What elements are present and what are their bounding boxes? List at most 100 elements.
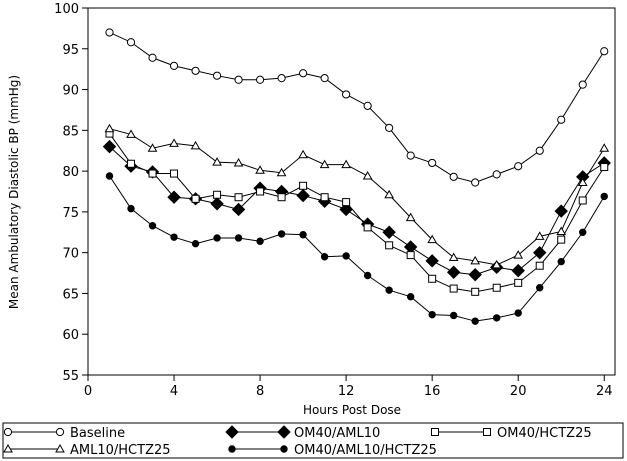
data-point: [491, 259, 502, 269]
data-point: [167, 190, 181, 204]
data-point: [492, 283, 501, 292]
data-point: [492, 314, 501, 322]
x-tick-label: 0: [84, 384, 92, 399]
data-point: [406, 251, 415, 260]
data-point: [557, 257, 565, 266]
data-point: [170, 233, 178, 241]
x-axis-label: Hours Post Dose: [303, 403, 401, 417]
legend-marker: [483, 428, 491, 436]
data-point: [342, 90, 351, 99]
x-tick-label: 20: [510, 384, 527, 399]
data-point: [277, 74, 286, 83]
legend-marker: [55, 443, 65, 453]
data-point: [148, 169, 157, 178]
data-point: [446, 265, 461, 279]
data-point: [105, 172, 114, 180]
data-point: [363, 101, 372, 110]
data-point: [320, 253, 329, 261]
data-point: [212, 157, 222, 166]
data-point: [190, 140, 201, 150]
legend-item-2: OM40/HCTZ25: [431, 426, 592, 441]
data-point: [405, 212, 416, 222]
data-point: [514, 309, 522, 317]
y-tick-label: 60: [62, 328, 79, 343]
series-3: [104, 123, 610, 269]
x-tick-label: 4: [170, 384, 178, 399]
data-point: [277, 230, 286, 238]
data-point: [233, 157, 244, 167]
data-point: [511, 263, 525, 278]
legend-marker: [3, 443, 13, 453]
legend-marker: [3, 427, 13, 437]
data-point: [578, 196, 587, 205]
data-point: [213, 190, 222, 199]
data-point: [449, 284, 458, 293]
x-tick-label: 16: [424, 384, 441, 399]
series-4: [105, 172, 608, 325]
data-point: [449, 311, 458, 320]
y-axis: 55 60 65 70 75 80 85 90 95 100: [54, 2, 88, 384]
data-point: [385, 123, 394, 132]
series-layer: [102, 28, 611, 325]
y-axis-label: Mean Ambulatory Diastolic BP (mmHg): [7, 75, 21, 309]
data-point: [468, 267, 482, 282]
y-tick-label: 70: [62, 247, 79, 262]
data-point: [255, 165, 265, 174]
data-point: [385, 241, 394, 250]
legend-label: OM40/HCTZ25: [497, 426, 592, 441]
series-2: [105, 129, 609, 296]
data-point: [600, 163, 609, 172]
data-point: [127, 159, 136, 168]
data-point: [299, 231, 307, 239]
data-point: [600, 192, 608, 201]
legend-label: OM40/AML10/HCTZ25: [294, 443, 437, 458]
series-line: [109, 146, 605, 276]
series-0: [105, 28, 609, 187]
data-point: [256, 237, 264, 245]
data-point: [470, 255, 481, 265]
data-point: [536, 284, 544, 292]
data-point: [127, 204, 135, 213]
data-point: [534, 231, 545, 240]
data-point: [533, 245, 547, 260]
data-point: [428, 158, 437, 168]
legend-marker: [228, 445, 236, 453]
y-tick-label: 55: [62, 369, 79, 384]
y-tick-label: 100: [54, 2, 79, 17]
data-point: [104, 123, 115, 133]
data-point: [554, 204, 568, 218]
data-point: [557, 115, 566, 124]
legend-item-4: OM40/AML10/HCTZ25: [228, 443, 437, 458]
legend-label: AML10/HCTZ25: [70, 443, 171, 458]
data-point: [471, 178, 480, 187]
data-point: [191, 239, 200, 248]
data-point: [384, 189, 395, 199]
data-point: [210, 197, 224, 211]
y-tick-label: 65: [62, 287, 79, 302]
legend-box: [2, 422, 624, 459]
data-point: [169, 138, 179, 147]
data-point: [148, 222, 157, 230]
y-tick-label: 80: [62, 165, 79, 180]
data-point: [514, 278, 523, 287]
legend-marker: [280, 445, 288, 453]
data-point: [514, 162, 523, 171]
data-point: [577, 177, 588, 187]
data-point: [169, 61, 179, 71]
data-point: [126, 38, 136, 47]
data-point: [102, 139, 117, 154]
data-point: [578, 80, 587, 89]
data-point: [234, 193, 243, 202]
data-point: [382, 225, 396, 239]
y-tick-label: 75: [62, 206, 79, 221]
legend-marker: [431, 428, 439, 436]
data-point: [428, 310, 436, 319]
series-line: [109, 128, 605, 266]
data-point: [320, 74, 329, 83]
data-point: [296, 188, 310, 203]
data-point: [234, 234, 243, 242]
data-point: [363, 223, 372, 232]
legend-marker: [277, 425, 291, 439]
data-point: [425, 254, 439, 268]
data-point: [126, 129, 136, 138]
